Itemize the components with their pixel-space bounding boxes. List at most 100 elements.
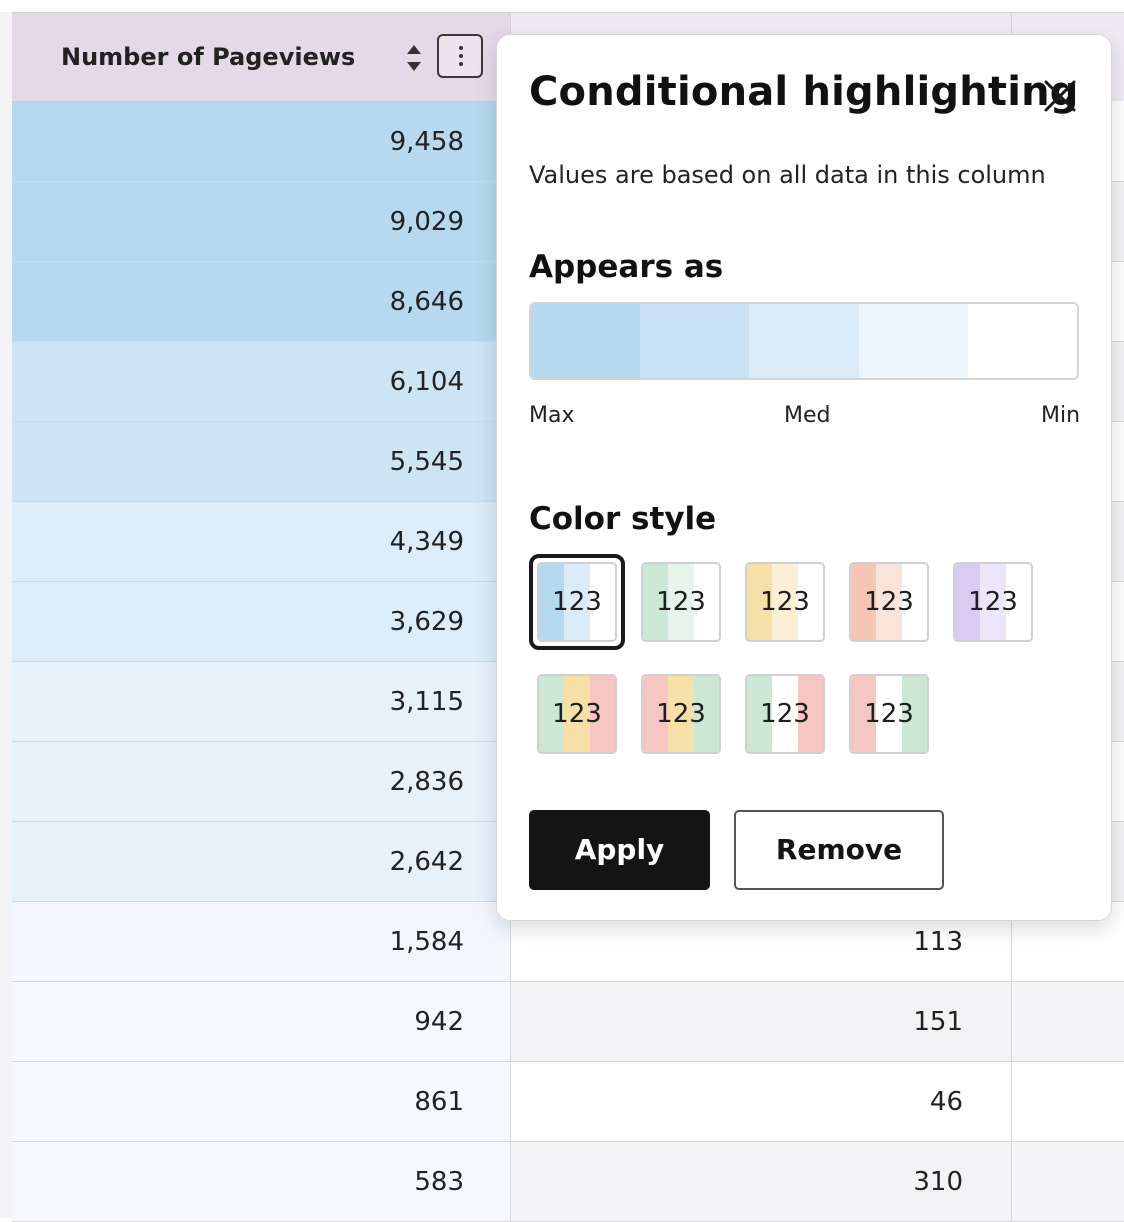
color-style-swatch[interactable]: 123 bbox=[849, 674, 929, 754]
scale-label-med: Med bbox=[784, 403, 831, 428]
close-icon[interactable] bbox=[1041, 77, 1079, 115]
swatch-label: 123 bbox=[864, 699, 914, 729]
second-column-cell[interactable]: 46 bbox=[511, 1062, 1012, 1142]
swatch-band bbox=[564, 564, 590, 640]
pageviews-value: 3,115 bbox=[389, 687, 464, 717]
swatch-bands bbox=[747, 564, 823, 640]
scale-band bbox=[858, 304, 968, 378]
scale-band bbox=[531, 304, 641, 378]
swatch-band bbox=[980, 564, 1006, 640]
table-row[interactable]: 861 46 bbox=[12, 1062, 1124, 1142]
color-style-swatch[interactable]: 123 bbox=[849, 562, 929, 642]
swatch-label: 123 bbox=[760, 587, 810, 617]
table-top-border bbox=[0, 0, 1124, 13]
swatch-bands bbox=[643, 564, 719, 640]
swatch-label: 123 bbox=[656, 699, 706, 729]
pageviews-cell[interactable]: 6,104 bbox=[12, 342, 511, 422]
swatch-label: 123 bbox=[552, 587, 602, 617]
color-style-swatch[interactable]: 123 bbox=[641, 674, 721, 754]
pageviews-value: 6,104 bbox=[389, 367, 464, 397]
swatch-bands bbox=[747, 676, 823, 752]
sort-icon[interactable] bbox=[404, 43, 424, 73]
color-style-swatch[interactable]: 123 bbox=[745, 562, 825, 642]
pageviews-cell[interactable]: 9,029 bbox=[12, 182, 511, 262]
swatch-bands bbox=[539, 676, 615, 752]
pageviews-cell[interactable]: 2,836 bbox=[12, 742, 511, 822]
column-header-pageviews[interactable]: Number of Pageviews bbox=[12, 13, 511, 102]
swatch-label: 123 bbox=[656, 587, 706, 617]
swatch-band bbox=[901, 676, 927, 752]
table-row[interactable]: 942 151 bbox=[12, 982, 1124, 1062]
pageviews-value: 8,646 bbox=[389, 287, 464, 317]
swatch-label: 123 bbox=[552, 699, 602, 729]
second-column-value: 310 bbox=[913, 1167, 963, 1197]
swatch-label: 123 bbox=[760, 699, 810, 729]
color-scale-preview bbox=[529, 302, 1079, 380]
swatch-bands bbox=[851, 564, 927, 640]
second-column-cell[interactable]: 310 bbox=[511, 1142, 1012, 1222]
pageviews-cell[interactable]: 3,115 bbox=[12, 662, 511, 742]
swatch-band bbox=[693, 676, 719, 752]
second-column-cell[interactable]: 151 bbox=[511, 982, 1012, 1062]
pageviews-cell[interactable]: 5,545 bbox=[12, 422, 511, 502]
pageviews-cell[interactable]: 4,349 bbox=[12, 502, 511, 582]
swatch-label: 123 bbox=[968, 587, 1018, 617]
swatch-band bbox=[539, 676, 565, 752]
pageviews-cell[interactable]: 1,584 bbox=[12, 902, 511, 982]
second-column-value: 46 bbox=[929, 1087, 963, 1117]
swatch-band bbox=[747, 676, 773, 752]
remove-button[interactable]: Remove bbox=[734, 810, 944, 890]
swatch-band bbox=[772, 564, 798, 640]
swatch-band bbox=[1005, 564, 1031, 640]
scale-label-max: Max bbox=[529, 403, 575, 428]
pageviews-value: 9,458 bbox=[389, 127, 464, 157]
swatch-label: 123 bbox=[864, 587, 914, 617]
pageviews-cell[interactable]: 8,646 bbox=[12, 262, 511, 342]
pageviews-value: 1,584 bbox=[389, 927, 464, 957]
pageviews-cell[interactable]: 3,629 bbox=[12, 582, 511, 662]
color-style-swatch[interactable]: 123 bbox=[537, 562, 617, 642]
swatch-band bbox=[668, 564, 694, 640]
pageviews-cell[interactable]: 942 bbox=[12, 982, 511, 1062]
swatch-band bbox=[589, 676, 615, 752]
swatch-band bbox=[668, 676, 694, 752]
pageviews-value: 861 bbox=[414, 1087, 464, 1117]
color-style-swatch[interactable]: 123 bbox=[641, 562, 721, 642]
apply-button[interactable]: Apply bbox=[529, 810, 710, 890]
third-column-cell[interactable] bbox=[1012, 1142, 1124, 1222]
third-column-cell[interactable] bbox=[1012, 982, 1124, 1062]
color-style-swatch[interactable]: 123 bbox=[745, 674, 825, 754]
column-options-button[interactable] bbox=[437, 34, 483, 78]
swatch-band bbox=[876, 564, 902, 640]
swatch-band bbox=[564, 676, 590, 752]
color-style-heading: Color style bbox=[529, 501, 717, 537]
scale-band bbox=[749, 304, 859, 378]
pageviews-value: 583 bbox=[414, 1167, 464, 1197]
swatch-band bbox=[772, 676, 798, 752]
pageviews-value: 4,349 bbox=[389, 527, 464, 557]
kebab-icon-dot bbox=[459, 54, 463, 58]
second-column-value: 113 bbox=[913, 927, 963, 957]
pageviews-cell[interactable]: 583 bbox=[12, 1142, 511, 1222]
third-column-cell[interactable] bbox=[1012, 1062, 1124, 1142]
pageviews-cell[interactable]: 861 bbox=[12, 1062, 511, 1142]
swatch-band bbox=[693, 564, 719, 640]
swatch-band bbox=[643, 564, 669, 640]
scale-label-min: Min bbox=[1041, 403, 1081, 428]
swatch-band bbox=[851, 676, 877, 752]
pageviews-cell[interactable]: 2,642 bbox=[12, 822, 511, 902]
swatch-bands bbox=[955, 564, 1031, 640]
pageviews-value: 2,642 bbox=[389, 847, 464, 877]
color-style-swatch[interactable]: 123 bbox=[953, 562, 1033, 642]
row-gutter bbox=[0, 12, 12, 1218]
pageviews-value: 9,029 bbox=[389, 207, 464, 237]
swatch-band bbox=[876, 676, 902, 752]
swatch-band bbox=[643, 676, 669, 752]
table-row[interactable]: 583 310 bbox=[12, 1142, 1124, 1222]
pageviews-cell[interactable]: 9,458 bbox=[12, 102, 511, 182]
pageviews-value: 5,545 bbox=[389, 447, 464, 477]
scale-band bbox=[967, 304, 1077, 378]
swatch-band bbox=[589, 564, 615, 640]
column-header-label: Number of Pageviews bbox=[61, 43, 356, 71]
color-style-swatch[interactable]: 123 bbox=[537, 674, 617, 754]
